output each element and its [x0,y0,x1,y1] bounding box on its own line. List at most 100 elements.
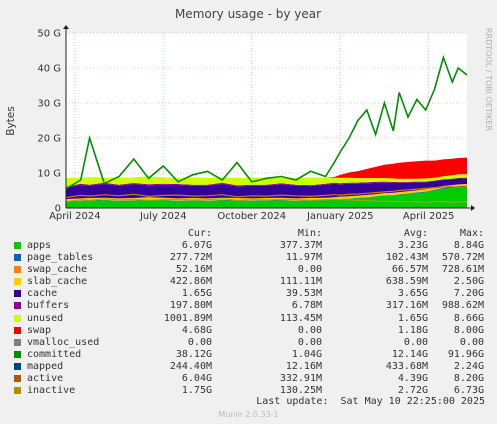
legend-row: inactive 1.75G 130.25M 2.72G 6.73G [10,385,490,397]
last-update: Last update: Sat May 10 22:25:00 2025 [256,396,485,407]
axes: 0 10 G 20 G 30 G 40 G 50 G April 2024 July 2024… [37,25,475,222]
legend-name: slab_cache [27,276,88,288]
legend-cur: 1001.89M [163,312,212,324]
x-tick-label: April 2025 [403,211,454,222]
header-max: Max: [459,228,484,239]
legend-cur: 6.07G [181,240,212,251]
legend-min: 6.78M [291,300,322,312]
legend-cur: 197.80M [169,300,212,312]
legend-row: committed 38.12G 1.04G 12.14G 91.96G [10,349,490,361]
legend-min: 111.11M [279,276,322,288]
legend-min: 39.53M [285,288,322,300]
y-tick-label: 10 G [37,169,61,180]
legend-cur: 1.65G [181,288,212,300]
legend-max: 0.00 [459,336,484,348]
legend-cur: 38.12G [175,348,212,360]
legend-cur: 6.04G [181,373,212,385]
header-avg: Avg: [403,228,428,239]
legend-name: committed [27,348,82,360]
legend-avg: 433.68M [385,360,428,372]
legend-min: 113.45M [279,312,322,324]
legend-row: unused 1001.89M 113.45M 1.65G 8.66G [10,313,490,325]
legend-row: cache 1.65G 39.53M 3.65G 7.20G [10,288,490,300]
legend-min: 332.91M [279,373,322,385]
legend-max: 6.73G [453,385,484,397]
line-committed [65,54,468,190]
legend-table: Cur: Min: Avg: Max: apps 6.07G 377.37M 3.23… [10,228,490,397]
legend-max: 570.72M [441,252,484,264]
legend-avg: 1.18G [397,324,428,336]
legend-min: 0.00 [297,324,322,336]
legend-min: 12.16M [285,360,322,372]
x-axis-arrow [471,205,475,211]
legend-name: page_tables [27,252,94,264]
legend-swatch [14,375,21,383]
legend-cur: 1.75G [181,385,212,397]
legend-swatch [14,314,21,322]
area-apps [66,186,467,208]
legend-swatch [14,290,21,298]
line-inactive [65,198,467,203]
y-tick-label: 20 G [37,134,61,145]
grid [66,32,467,208]
legend-swatch [14,362,21,370]
legend-min: 130.25M [279,385,322,397]
legend-name: unused [27,312,64,324]
legend-max: 2.50G [453,276,484,288]
legend-swatch [14,254,21,262]
legend-swatch [14,278,21,286]
legend-avg: 2.72G [397,385,428,397]
area-unused [66,174,467,187]
rrdtool-credit: RRDTOOL / TOBI OETIKER [484,28,493,131]
x-tick-label: October 2024 [217,211,286,222]
legend-max: 8.20G [453,373,484,385]
legend-row: apps 6.07G 377.37M 3.23G 8.84G [10,240,490,252]
legend-avg: 4.39G [397,373,428,385]
legend-avg: 66.57M [391,264,428,276]
legend-avg: 317.16M [385,300,428,312]
legend-name: inactive [27,385,76,397]
y-tick-label: 40 G [37,64,61,75]
chart-title: Memory usage - by year [175,7,321,21]
legend-swatch [14,326,21,334]
legend-avg: 0.00 [403,336,428,348]
line-active [65,186,467,199]
area-slab-cache [66,184,467,202]
header-min: Min: [297,228,322,239]
legend-row: mapped 244.40M 12.16M 433.68M 2.24G [10,361,490,373]
legend-max: 988.62M [441,300,484,312]
legend-avg: 1.65G [397,312,428,324]
legend-avg: 638.59M [385,276,428,288]
y-axis-label: Bytes [5,106,17,135]
legend-header: Cur: Min: Avg: Max: [10,228,490,240]
legend-swatch [14,338,21,346]
legend-min: 1.04G [291,348,322,360]
legend-swatch [14,350,21,358]
legend-row: buffers 197.80M 6.78M 317.16M 988.62M [10,300,490,312]
legend-cur: 244.40M [169,360,212,372]
legend-name: swap [27,324,52,336]
legend-avg: 3.65G [397,288,428,300]
legend-row: vmalloc_used 0.00 0.00 0.00 0.00 [10,337,490,349]
legend-rows: apps 6.07G 377.37M 3.23G 8.84G page_tables 277… [10,240,490,397]
legend-max: 8.84G [453,240,484,251]
memory-chart: Memory usage - by year Bytes RRDTOOL / T… [5,7,493,222]
legend-max: 8.00G [453,324,484,336]
legend-cur: 277.72M [169,252,212,264]
legend-swatch [14,242,21,249]
y-axis-arrow [63,25,69,29]
legend-max: 2.24G [453,360,484,372]
x-tick-label: July 2024 [139,211,187,222]
legend-swatch [14,387,21,395]
munin-version: Munin 2.0.33-1 [218,410,279,419]
y-tick-label: 0 [55,204,61,215]
y-tick-label: 30 G [37,99,61,110]
legend-row: swap 4.68G 0.00 1.18G 8.00G [10,325,490,337]
legend-name: apps [27,240,52,251]
legend-swatch [14,266,21,274]
legend-cur: 4.68G [181,324,212,336]
x-tick-label: April 2024 [49,211,100,222]
legend-row: swap_cache 52.16M 0.00 66.57M 728.61M [10,264,490,276]
legend-max: 8.66G [453,312,484,324]
legend-name: vmalloc_used [27,336,100,348]
